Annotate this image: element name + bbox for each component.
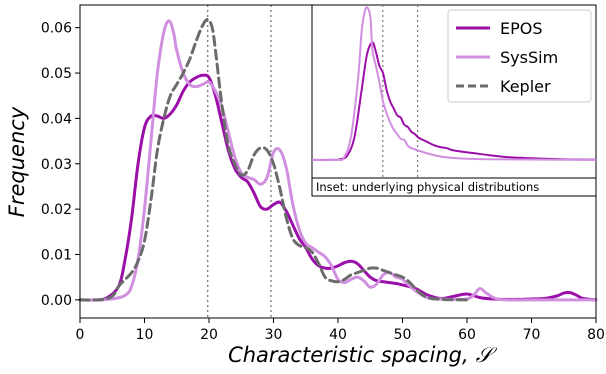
legend-label-epos: EPOS — [500, 19, 543, 38]
x-tick-label: 30 — [265, 327, 283, 343]
legend-box — [447, 9, 592, 103]
y-tick-label: 0.00 — [41, 293, 72, 309]
x-tick-label: 80 — [587, 327, 605, 343]
x-tick-label: 50 — [394, 327, 412, 343]
x-tick-label: 10 — [136, 327, 154, 343]
inset-plot-lines — [311, 5, 597, 178]
main-plot-lines — [78, 5, 598, 318]
x-tick-label: 40 — [329, 327, 347, 343]
x-tick-label: 20 — [200, 327, 218, 343]
series-line-kepler — [78, 18, 469, 302]
y-tick-label: 0.06 — [41, 21, 72, 37]
y-tick-label: 0.02 — [41, 202, 72, 218]
x-axis-title: Characteristic spacing, 𝒮 — [228, 343, 498, 367]
y-axis-title: Frequency — [5, 106, 29, 217]
y-tick-label: 0.05 — [41, 66, 72, 82]
inset-series-line-syssim — [311, 6, 597, 162]
x-tick-label: 70 — [523, 327, 541, 343]
y-axis-ticks: 0.00 0.01 0.02 0.03 0.04 0.05 0.06 — [41, 21, 80, 309]
inset-caption: Inset: underlying physical distributions — [316, 180, 539, 194]
legend-label-syssim: SysSim — [500, 48, 558, 67]
inset-series-line-epos — [311, 41, 597, 161]
x-axis-ticks: 0 10 20 30 40 50 60 70 80 — [76, 318, 605, 343]
x-tick-label: 0 — [76, 327, 85, 343]
legend: EPOS SysSim Kepler — [447, 9, 592, 103]
legend-label-kepler: Kepler — [500, 77, 551, 96]
y-tick-label: 0.04 — [41, 111, 72, 127]
x-tick-label: 60 — [458, 327, 476, 343]
y-tick-label: 0.03 — [41, 157, 72, 173]
y-tick-label: 0.01 — [41, 247, 72, 263]
